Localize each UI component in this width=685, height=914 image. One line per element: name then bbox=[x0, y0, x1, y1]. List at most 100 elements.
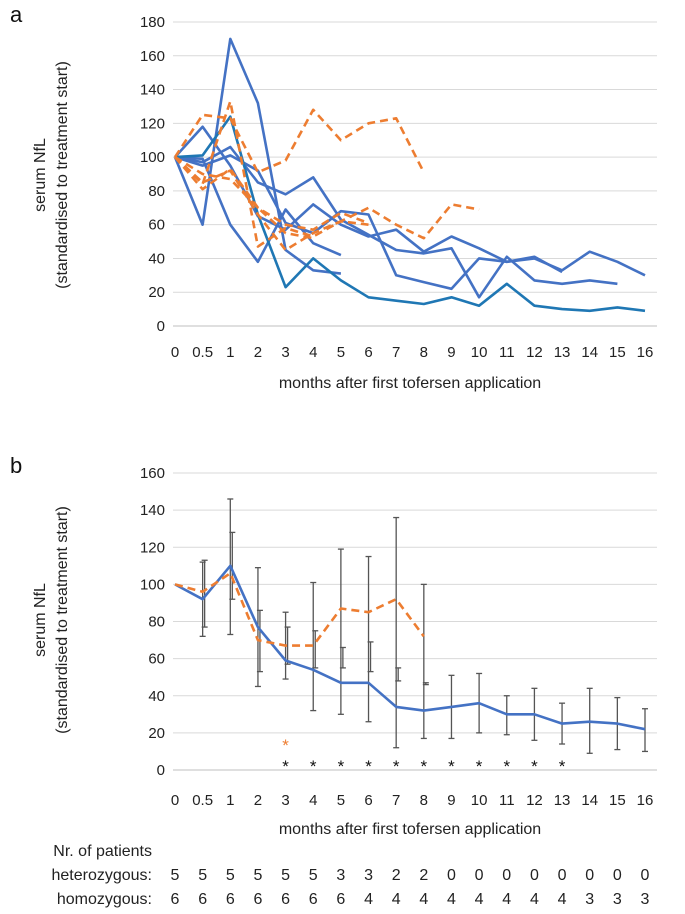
patients-count: 6 bbox=[336, 891, 345, 908]
x-tick-label: 1 bbox=[226, 792, 234, 809]
patients-count: 5 bbox=[281, 867, 290, 884]
significance-star-homozygous: * bbox=[310, 757, 317, 776]
patients-count: 6 bbox=[198, 891, 207, 908]
x-tick-label: 3 bbox=[281, 344, 289, 361]
patients-count: 5 bbox=[198, 867, 207, 884]
patients-count: 6 bbox=[226, 891, 235, 908]
patients-count: 4 bbox=[558, 891, 567, 908]
series-line-solid-6 bbox=[174, 115, 646, 313]
patients-count: 4 bbox=[530, 891, 539, 908]
x-tick-label: 3 bbox=[281, 792, 289, 809]
y-tick-label: 120 bbox=[140, 115, 165, 132]
patients-row-label: heterozygous: bbox=[51, 867, 152, 884]
y-tick-label: 0 bbox=[157, 318, 165, 335]
x-tick-label: 14 bbox=[581, 792, 598, 809]
y-tick-label: 160 bbox=[140, 465, 165, 482]
x-tick-label: 4 bbox=[309, 344, 317, 361]
x-tick-label: 0 bbox=[171, 344, 179, 361]
series-line-solid-2 bbox=[173, 37, 342, 275]
significance-star-homozygous: * bbox=[531, 757, 538, 776]
x-axis-title: months after first tofersen application bbox=[279, 821, 541, 838]
y-tick-label: 0 bbox=[157, 762, 165, 779]
patients-count: 0 bbox=[558, 867, 567, 884]
y-tick-label: 140 bbox=[140, 82, 165, 99]
y-axis-title: serum NfL (standardised to treatment star… bbox=[32, 61, 71, 289]
series-line-solid-3 bbox=[174, 145, 618, 299]
y-tick-label: 120 bbox=[140, 539, 165, 556]
y-tick-label: 20 bbox=[148, 725, 165, 742]
significance-star-homozygous: * bbox=[476, 757, 483, 776]
x-tick-label: 11 bbox=[499, 344, 515, 361]
patients-count: 0 bbox=[475, 867, 484, 884]
significance-star-homozygous: * bbox=[338, 757, 345, 776]
patients-row-label: homozygous: bbox=[57, 891, 152, 908]
y-tick-label: 140 bbox=[140, 502, 165, 519]
patients-count: 6 bbox=[253, 891, 262, 908]
x-tick-label: 16 bbox=[637, 344, 654, 361]
x-tick-label: 6 bbox=[364, 344, 372, 361]
x-tick-label: 12 bbox=[526, 792, 543, 809]
patients-count: 6 bbox=[171, 891, 180, 908]
patients-count: 4 bbox=[364, 891, 373, 908]
y-axis-title: serum NfL (standardised to treatment star… bbox=[32, 506, 71, 734]
y-tick-label: 60 bbox=[148, 651, 165, 668]
y-tick-label: 160 bbox=[140, 48, 165, 65]
x-tick-label: 7 bbox=[392, 344, 400, 361]
significance-star-homozygous: * bbox=[503, 757, 510, 776]
patients-count: 2 bbox=[419, 867, 428, 884]
x-tick-label: 4 bbox=[309, 792, 317, 809]
significance-star-homozygous: * bbox=[365, 757, 372, 776]
significance-star-heterozygous: * bbox=[282, 736, 289, 755]
y-tick-label: 40 bbox=[148, 688, 165, 705]
series-line-homozygous-mean bbox=[174, 564, 646, 731]
x-tick-label: 5 bbox=[337, 344, 345, 361]
patients-count: 4 bbox=[475, 891, 484, 908]
patients-count: 0 bbox=[447, 867, 456, 884]
x-tick-label: 9 bbox=[447, 792, 455, 809]
patients-count: 0 bbox=[613, 867, 622, 884]
patients-count: 5 bbox=[171, 867, 180, 884]
x-tick-label: 0 bbox=[171, 792, 179, 809]
x-axis-title: months after first tofersen application bbox=[279, 375, 541, 392]
x-tick-label: 15 bbox=[609, 792, 626, 809]
x-tick-label: 7 bbox=[392, 792, 400, 809]
y-tick-label: 20 bbox=[148, 284, 165, 301]
y-axis-title-line1: serum NfL bbox=[32, 138, 49, 212]
x-tick-label: 10 bbox=[471, 344, 488, 361]
x-tick-label: 16 bbox=[637, 792, 654, 809]
patients-count: 4 bbox=[502, 891, 511, 908]
significance-star-homozygous: * bbox=[559, 757, 566, 776]
patients-count: 3 bbox=[336, 867, 345, 884]
x-tick-label: 14 bbox=[581, 344, 598, 361]
y-axis-title-line2: (standardised to treatment start) bbox=[54, 506, 71, 734]
patients-count: 0 bbox=[641, 867, 650, 884]
y-tick-label: 40 bbox=[148, 250, 165, 267]
patients-count: 0 bbox=[585, 867, 594, 884]
series-line-solid-4 bbox=[174, 155, 342, 264]
patients-count: 2 bbox=[392, 867, 401, 884]
series-line-solid-5 bbox=[174, 154, 646, 291]
x-tick-label: 0.5 bbox=[192, 344, 213, 361]
panel-label: a bbox=[10, 2, 23, 27]
x-tick-label: 13 bbox=[554, 792, 571, 809]
patients-count: 6 bbox=[309, 891, 318, 908]
x-tick-label: 6 bbox=[364, 792, 372, 809]
x-tick-label: 15 bbox=[609, 344, 626, 361]
series-line-heterozygous-mean bbox=[174, 571, 425, 647]
y-tick-label: 100 bbox=[140, 149, 165, 166]
y-axis-title-line2: (standardised to treatment start) bbox=[54, 61, 71, 289]
patients-count: 3 bbox=[585, 891, 594, 908]
significance-star-homozygous: * bbox=[421, 757, 428, 776]
patients-table-title: Nr. of patients bbox=[53, 843, 152, 860]
x-tick-label: 2 bbox=[254, 792, 262, 809]
significance-star-homozygous: * bbox=[282, 757, 289, 776]
patients-count: 4 bbox=[447, 891, 456, 908]
patients-count: 3 bbox=[364, 867, 373, 884]
x-tick-label: 2 bbox=[254, 344, 262, 361]
patients-count: 3 bbox=[641, 891, 650, 908]
panel-label: b bbox=[10, 453, 22, 478]
x-tick-label: 11 bbox=[499, 792, 515, 809]
patients-count: 0 bbox=[502, 867, 511, 884]
